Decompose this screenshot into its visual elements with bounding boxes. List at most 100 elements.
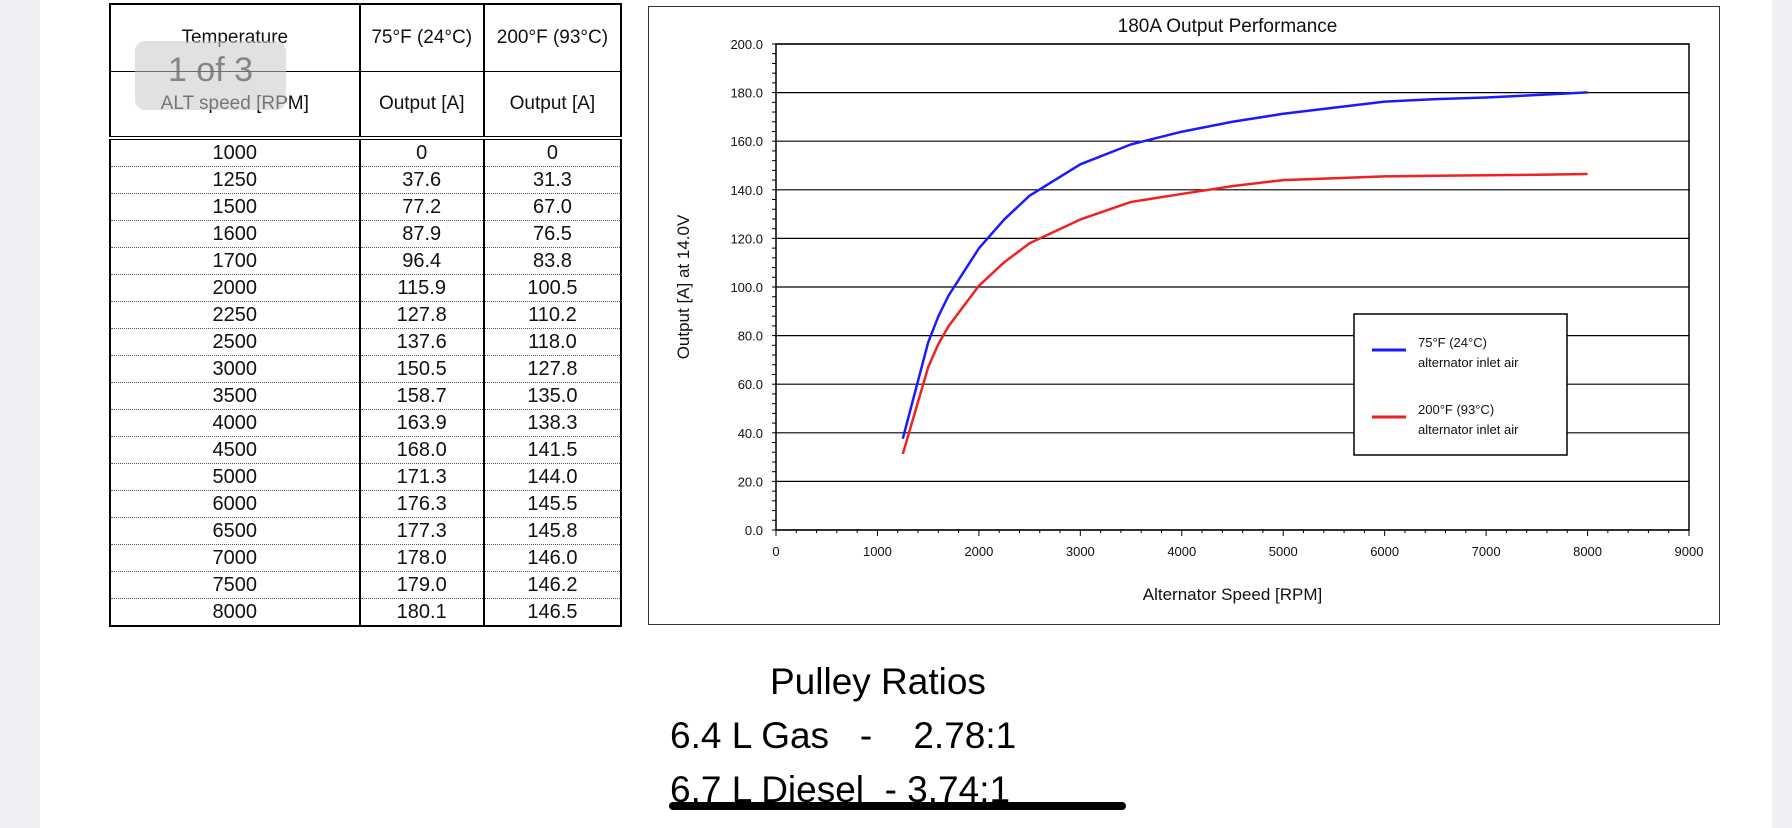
table-cell: 5000 <box>109 463 361 491</box>
header-cell: Output [A] <box>358 71 485 140</box>
x-axis-label: Alternator Speed [RPM] <box>1143 585 1323 604</box>
chart-title: 180A Output Performance <box>1118 16 1338 37</box>
y-tick-label: 0.0 <box>745 523 763 538</box>
underline-mark <box>669 802 1126 810</box>
table-cell: 145.8 <box>482 517 623 545</box>
table-cell: 145.5 <box>482 490 623 518</box>
table-cell: 7000 <box>109 544 361 572</box>
table-cell: 83.8 <box>482 247 623 275</box>
table-row: 2500 137.6 118.0 <box>109 328 623 356</box>
header-cell: Output [A] <box>482 71 623 140</box>
table-cell: 118.0 <box>482 328 623 356</box>
y-tick-label: 20.0 <box>738 474 763 489</box>
x-tick-label: 7000 <box>1472 544 1501 559</box>
table-cell: 2500 <box>109 328 361 356</box>
table-cell: 6500 <box>109 517 361 545</box>
legend-label: alternator inlet air <box>1418 355 1519 370</box>
table-cell: 180.1 <box>358 598 485 627</box>
y-tick-label: 120.0 <box>730 231 763 246</box>
x-tick-label: 1000 <box>863 544 892 559</box>
x-tick-label: 4000 <box>1167 544 1196 559</box>
table-row: 2250 127.8 110.2 <box>109 301 623 329</box>
table-row: 1250 37.6 31.3 <box>109 166 623 194</box>
table-cell: 76.5 <box>482 220 623 248</box>
table-cell: 1700 <box>109 247 361 275</box>
table-cell: 168.0 <box>358 436 485 464</box>
page-indicator: 1 of 3 <box>135 41 286 110</box>
legend-label: alternator inlet air <box>1418 422 1519 437</box>
table-row: 3000 150.5 127.8 <box>109 355 623 383</box>
table-cell: 4500 <box>109 436 361 464</box>
table-cell: 67.0 <box>482 193 623 221</box>
legend-label: 75°F (24°C) <box>1418 335 1487 350</box>
table-row: 4500 168.0 141.5 <box>109 436 623 464</box>
y-tick-label: 40.0 <box>738 426 763 441</box>
chart: 0.0 20.0 40.0 60.0 80.0 100.0 120.0 140.0 160.0 1… <box>648 6 1720 625</box>
chart-svg: 0.0 20.0 40.0 60.0 80.0 100.0 120.0 140.0 160.0 1… <box>674 16 1704 604</box>
x-tick-label: 8000 <box>1573 544 1602 559</box>
table-cell: 127.8 <box>482 355 623 383</box>
x-tick-label: 9000 <box>1675 544 1704 559</box>
legend <box>1353 313 1568 456</box>
legend-label: 200°F (93°C) <box>1418 402 1494 417</box>
table-row: 5000 171.3 144.0 <box>109 463 623 491</box>
table-cell: 31.3 <box>482 166 623 194</box>
table-row: 6500 177.3 145.8 <box>109 517 623 545</box>
table-cell: 141.5 <box>482 436 623 464</box>
y-tick-label: 100.0 <box>730 280 763 295</box>
x-tick-label: 2000 <box>964 544 993 559</box>
x-tick-label: 0 <box>772 544 779 559</box>
table-row: 8000 180.1 146.5 <box>109 598 623 627</box>
x-tick-label: 3000 <box>1066 544 1095 559</box>
table-cell: 37.6 <box>358 166 485 194</box>
table-cell: 135.0 <box>482 382 623 410</box>
table-row: 1700 96.4 83.8 <box>109 247 623 275</box>
table-cell: 0 <box>482 138 623 167</box>
table-cell: 110.2 <box>482 301 623 329</box>
pulley-ratios: Pulley Ratios 6.4 L Gas - 2.78:1 6.7 L D… <box>670 655 1016 817</box>
y-axis-label: Output [A] at 14.0V <box>674 214 693 359</box>
table-cell: 158.7 <box>358 382 485 410</box>
x-tick-label: 5000 <box>1269 544 1298 559</box>
table-cell: 77.2 <box>358 193 485 221</box>
table-cell: 0 <box>358 138 485 167</box>
table-cell: 7500 <box>109 571 361 599</box>
table-cell: 115.9 <box>358 274 485 302</box>
table-row: 6000 176.3 145.5 <box>109 490 623 518</box>
table-cell: 4000 <box>109 409 361 437</box>
table-cell: 8000 <box>109 598 361 627</box>
table-row: 7500 179.0 146.2 <box>109 571 623 599</box>
table-cell: 179.0 <box>358 571 485 599</box>
y-tick-label: 140.0 <box>730 183 763 198</box>
table-cell: 144.0 <box>482 463 623 491</box>
table-cell: 96.4 <box>358 247 485 275</box>
table-cell: 3500 <box>109 382 361 410</box>
table-row: 1000 0 0 <box>109 138 623 167</box>
table-cell: 100.5 <box>482 274 623 302</box>
table-cell: 178.0 <box>358 544 485 572</box>
y-tick-label: 180.0 <box>730 86 763 101</box>
table-cell: 1500 <box>109 193 361 221</box>
table-cell: 138.3 <box>482 409 623 437</box>
table-cell: 6000 <box>109 490 361 518</box>
table-cell: 1000 <box>109 138 361 167</box>
table-cell: 150.5 <box>358 355 485 383</box>
y-tick-label: 60.0 <box>738 377 763 392</box>
y-tick-label: 80.0 <box>738 329 763 344</box>
x-tick-label: 6000 <box>1370 544 1399 559</box>
table-row: 7000 178.0 146.0 <box>109 544 623 572</box>
table-cell: 146.5 <box>482 598 623 627</box>
table-cell: 1600 <box>109 220 361 248</box>
table-cell: 146.0 <box>482 544 623 572</box>
table-row: 2000 115.9 100.5 <box>109 274 623 302</box>
table-cell: 176.3 <box>358 490 485 518</box>
table-row: 1500 77.2 67.0 <box>109 193 623 221</box>
table-row: 3500 158.7 135.0 <box>109 382 623 410</box>
table-row: 4000 163.9 138.3 <box>109 409 623 437</box>
pulley-line: 6.4 L Gas - 2.78:1 <box>670 715 1017 756</box>
table-header-row: Temperature 75°F (24°C) 200°F (93°C) <box>109 4 623 72</box>
table-cell: 163.9 <box>358 409 485 437</box>
table-cell: 3000 <box>109 355 361 383</box>
table-cell: 146.2 <box>482 571 623 599</box>
table-cell: 87.9 <box>358 220 485 248</box>
